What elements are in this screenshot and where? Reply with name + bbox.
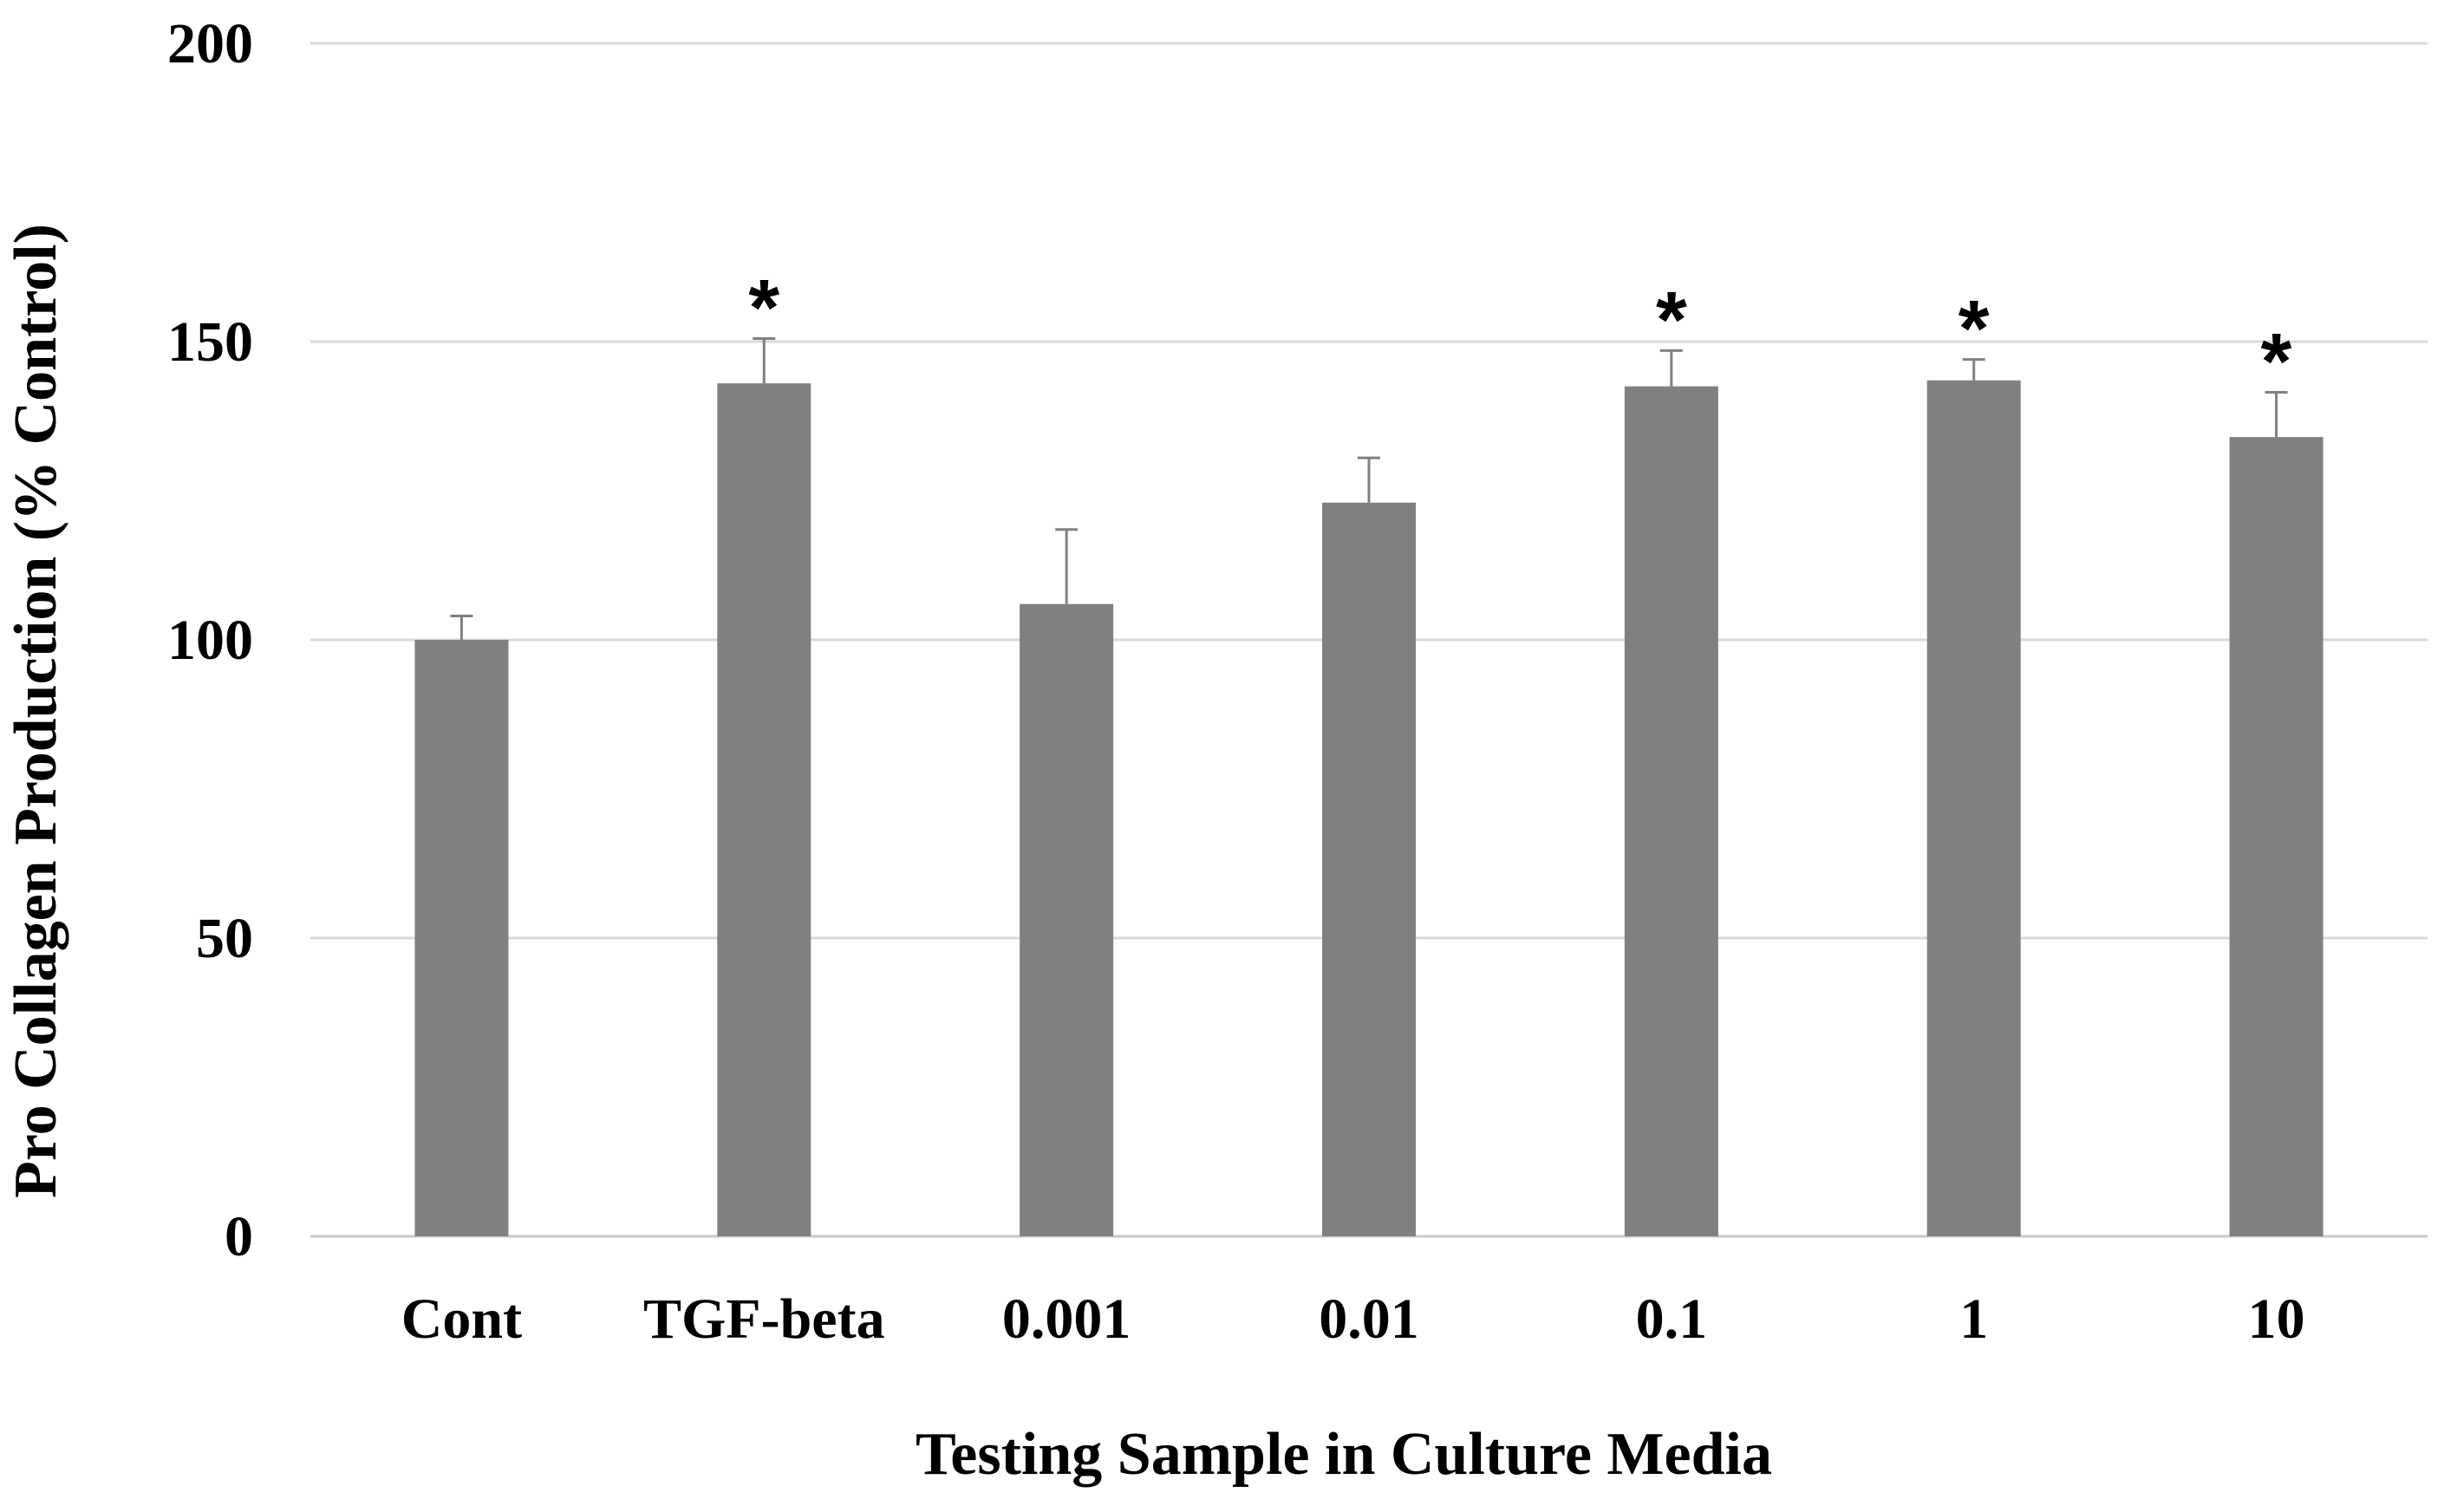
bar	[2229, 437, 2323, 1237]
bars	[414, 380, 2323, 1237]
significance-marker: *	[748, 264, 779, 353]
bar	[414, 640, 509, 1236]
x-tick-label: TGF-beta	[643, 1287, 885, 1351]
y-tick-label: 150	[167, 310, 253, 374]
significance-marker: *	[2261, 317, 2292, 406]
x-tick-label: 0.01	[1319, 1287, 1419, 1351]
error-bars	[450, 337, 2288, 640]
bar	[1322, 502, 1416, 1236]
y-tick-label: 200	[167, 12, 253, 75]
x-tick-label: 0.1	[1636, 1287, 1708, 1351]
y-tick-label: 0	[225, 1205, 253, 1268]
y-axis-tick-labels: 0 50 100 150 200	[167, 12, 253, 1268]
x-tick-label: 0.001	[1002, 1287, 1131, 1351]
significance-markers: * * * *	[748, 264, 2291, 407]
x-tick-label: Cont	[401, 1287, 522, 1351]
significance-marker: *	[1656, 276, 1687, 364]
bar	[1020, 603, 1114, 1236]
significance-marker: *	[1958, 285, 1990, 374]
x-axis-tick-labels: Cont TGF-beta 0.001 0.01 0.1 1 10	[401, 1287, 2305, 1351]
y-axis-title: Pro Collagen Production (% Control)	[3, 224, 69, 1198]
x-axis-title: Testing Sample in Culture Media	[916, 1421, 1772, 1488]
y-tick-label: 100	[167, 609, 253, 672]
x-tick-label: 10	[2248, 1287, 2305, 1351]
bar	[717, 383, 811, 1236]
bar	[1624, 386, 1718, 1237]
y-tick-label: 50	[196, 907, 253, 970]
bar	[1926, 380, 2021, 1237]
x-tick-label: 1	[1959, 1287, 1988, 1351]
